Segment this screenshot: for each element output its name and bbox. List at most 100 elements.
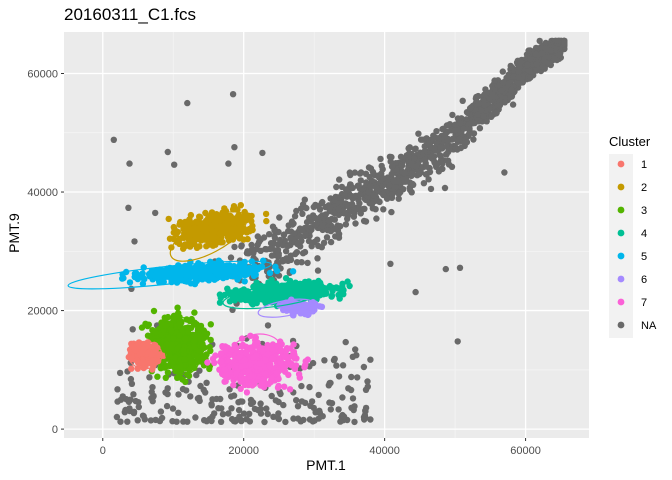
point-cluster-7 — [302, 361, 309, 369]
point-NA — [468, 119, 476, 126]
point-NA — [275, 398, 282, 406]
point-cluster-7 — [264, 350, 271, 358]
point-NA — [257, 236, 264, 243]
point-cluster-4 — [232, 287, 240, 294]
point-cluster-3 — [201, 353, 209, 361]
point-NA — [357, 169, 365, 176]
y-tick-label: 20000 — [27, 306, 58, 318]
point-NA — [367, 183, 374, 190]
point-cluster-4 — [328, 292, 336, 299]
point-cluster-3 — [150, 307, 158, 315]
data-points — [110, 37, 568, 426]
point-cluster-7 — [274, 384, 282, 391]
point-cluster-4 — [216, 291, 224, 298]
point-cluster-3 — [180, 346, 187, 354]
point-NA — [333, 183, 340, 191]
point-NA — [322, 211, 329, 218]
point-NA — [247, 396, 255, 404]
point-NA — [437, 143, 444, 151]
point-cluster-2 — [177, 218, 184, 226]
point-cluster-4 — [286, 289, 293, 296]
point-NA — [312, 409, 319, 416]
point-cluster-2 — [180, 245, 187, 252]
point-NA — [246, 410, 253, 417]
point-cluster-7 — [262, 370, 269, 378]
point-NA — [422, 171, 430, 178]
point-NA — [540, 57, 548, 65]
point-NA — [298, 259, 305, 266]
point-NA — [337, 418, 344, 425]
point-NA — [187, 393, 194, 400]
point-NA — [201, 417, 208, 424]
point-NA — [147, 417, 155, 424]
legend-label-2: 2 — [641, 182, 647, 194]
point-cluster-5 — [224, 272, 231, 279]
point-NA — [279, 242, 287, 249]
point-cluster-7 — [283, 345, 291, 352]
x-tick-label: 60000 — [510, 445, 541, 457]
point-NA — [125, 204, 132, 211]
point-NA — [500, 79, 507, 86]
point-NA — [425, 176, 432, 183]
point-NA — [498, 87, 505, 94]
point-NA — [268, 245, 276, 252]
point-NA — [179, 385, 187, 393]
point-NA — [163, 402, 171, 410]
point-NA — [433, 128, 440, 135]
point-NA — [311, 221, 319, 228]
point-NA — [349, 353, 356, 360]
point-NA — [491, 77, 498, 84]
point-NA — [466, 105, 474, 112]
point-NA — [426, 140, 433, 147]
point-cluster-2 — [235, 214, 242, 221]
point-NA — [489, 91, 496, 98]
ellipse-cluster-7 — [225, 333, 284, 383]
point-NA — [192, 414, 199, 421]
point-cluster-5 — [206, 271, 213, 279]
point-cluster-5 — [230, 263, 238, 270]
point-cluster-3 — [162, 322, 169, 329]
point-cluster-7 — [239, 341, 247, 349]
point-NA — [117, 418, 124, 425]
point-NA — [314, 255, 321, 262]
point-NA — [231, 243, 238, 251]
point-NA — [327, 204, 334, 211]
point-NA — [301, 248, 309, 256]
point-NA — [132, 397, 139, 405]
point-NA — [335, 206, 342, 213]
legend-label-7: 7 — [641, 297, 647, 309]
point-NA — [152, 209, 159, 217]
point-cluster-2 — [222, 220, 229, 228]
point-NA — [561, 40, 568, 47]
point-NA — [421, 156, 428, 164]
cluster-ellipses — [67, 211, 329, 383]
point-cluster-7 — [262, 356, 269, 364]
point-NA — [351, 418, 358, 426]
point-cluster-3 — [165, 334, 172, 342]
point-cluster-2 — [205, 241, 213, 248]
point-NA — [293, 259, 301, 266]
point-NA — [277, 390, 284, 398]
point-NA — [480, 112, 487, 120]
point-NA — [373, 215, 380, 222]
point-NA — [303, 219, 311, 226]
y-tick-label: 40000 — [27, 187, 58, 199]
point-NA — [266, 231, 273, 238]
point-NA — [218, 405, 225, 412]
point-cluster-4 — [326, 282, 334, 290]
point-NA — [173, 418, 180, 425]
point-NA — [203, 379, 210, 386]
point-NA — [496, 102, 504, 109]
point-cluster-5 — [266, 269, 274, 277]
point-cluster-1 — [156, 352, 163, 359]
point-cluster-6 — [295, 302, 302, 309]
point-cluster-3 — [177, 362, 185, 370]
point-NA — [551, 55, 558, 63]
point-NA — [226, 386, 233, 393]
point-cluster-5 — [139, 270, 146, 277]
point-NA — [449, 111, 456, 119]
point-NA — [388, 170, 395, 178]
point-NA — [294, 240, 301, 248]
point-NA — [367, 416, 374, 423]
point-NA — [235, 399, 242, 406]
